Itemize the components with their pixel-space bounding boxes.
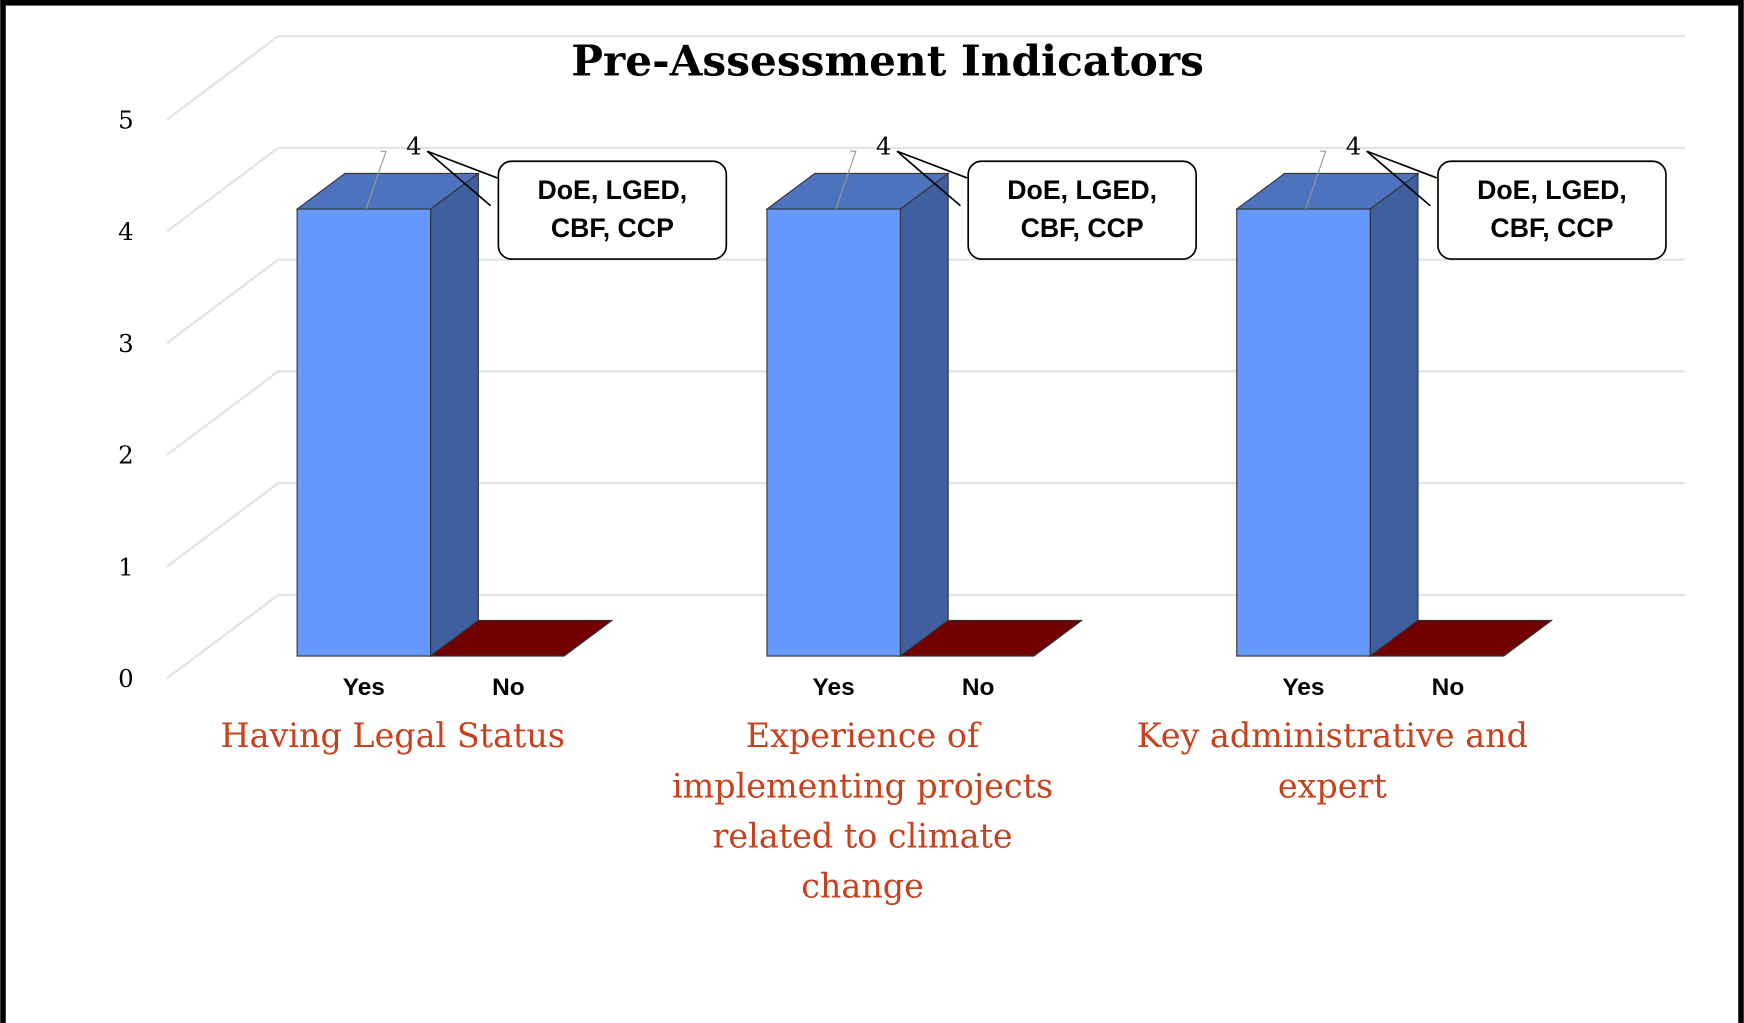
bar-front <box>296 208 432 657</box>
bar <box>295 172 481 658</box>
bar-top <box>428 619 614 657</box>
y-tick-label: 3 <box>118 329 134 358</box>
bar-side <box>1369 172 1419 658</box>
bar-side <box>899 172 949 658</box>
data-label: 4 <box>876 131 892 160</box>
data-label: 4 <box>406 131 422 160</box>
data-label: 4 <box>1346 131 1362 160</box>
callout: DoE, LGED, CBF, CCP <box>1007 175 1158 244</box>
x-sub-label: Yes <box>813 674 855 701</box>
y-tick-label: 0 <box>118 664 134 693</box>
callout: DoE, LGED, CBF, CCP <box>537 175 688 244</box>
grid-line <box>166 370 1685 456</box>
bar-front <box>1236 208 1371 657</box>
leader-line <box>1305 150 1327 210</box>
y-tick-label: 2 <box>118 441 134 470</box>
leader-line <box>835 150 857 210</box>
grid-line <box>166 35 1685 121</box>
callout-pointer <box>426 150 498 207</box>
callout-box <box>1437 160 1667 260</box>
x-sub-label: No <box>962 674 995 701</box>
category: Having Legal Status <box>220 717 565 757</box>
x-sub-label: No <box>1432 674 1465 701</box>
callout-text: DoE, LGED, CBF, CCP <box>1007 175 1158 244</box>
bar-top <box>898 619 1084 657</box>
chart-title: Pre-Assessment Indicators <box>571 35 1204 85</box>
callout-pointer <box>896 150 968 207</box>
callout-text: DoE, LGED, CBF, CCP <box>1477 175 1627 244</box>
bar-side <box>429 172 479 658</box>
callout-box <box>497 160 728 260</box>
x-sub-label: Yes <box>343 674 385 701</box>
x-sub-label: Yes <box>1282 674 1324 701</box>
callout-pointer <box>1366 150 1438 207</box>
y-tick-label: 1 <box>118 552 134 581</box>
callout-text: DoE, LGED, CBF, CCP <box>537 175 688 244</box>
y-tick-label: 5 <box>118 105 134 134</box>
bar <box>765 172 950 658</box>
bar <box>898 619 1084 657</box>
bar <box>428 619 614 657</box>
x-category-label: Having Legal Status <box>220 717 565 757</box>
callout: DoE, LGED, CBF, CCP <box>1477 175 1627 244</box>
x-category-label: Experience of implementing projects rela… <box>671 717 1054 907</box>
bar <box>1368 619 1554 657</box>
grid-line <box>166 482 1685 568</box>
callout-box <box>967 160 1197 260</box>
bar <box>1235 172 1420 658</box>
grid-line <box>166 146 1685 233</box>
y-tick-label: 4 <box>118 217 134 246</box>
category: Key administrative and expert <box>1136 717 1528 807</box>
grid-line <box>166 258 1685 344</box>
x-category-label: Key administrative and expert <box>1136 717 1528 807</box>
grid-line <box>166 593 1685 680</box>
bar-front <box>766 208 901 657</box>
bar-top <box>1368 619 1554 657</box>
category: Experience of implementing projects rela… <box>671 717 1054 907</box>
x-sub-label: No <box>492 674 525 701</box>
leader-line <box>365 150 387 210</box>
